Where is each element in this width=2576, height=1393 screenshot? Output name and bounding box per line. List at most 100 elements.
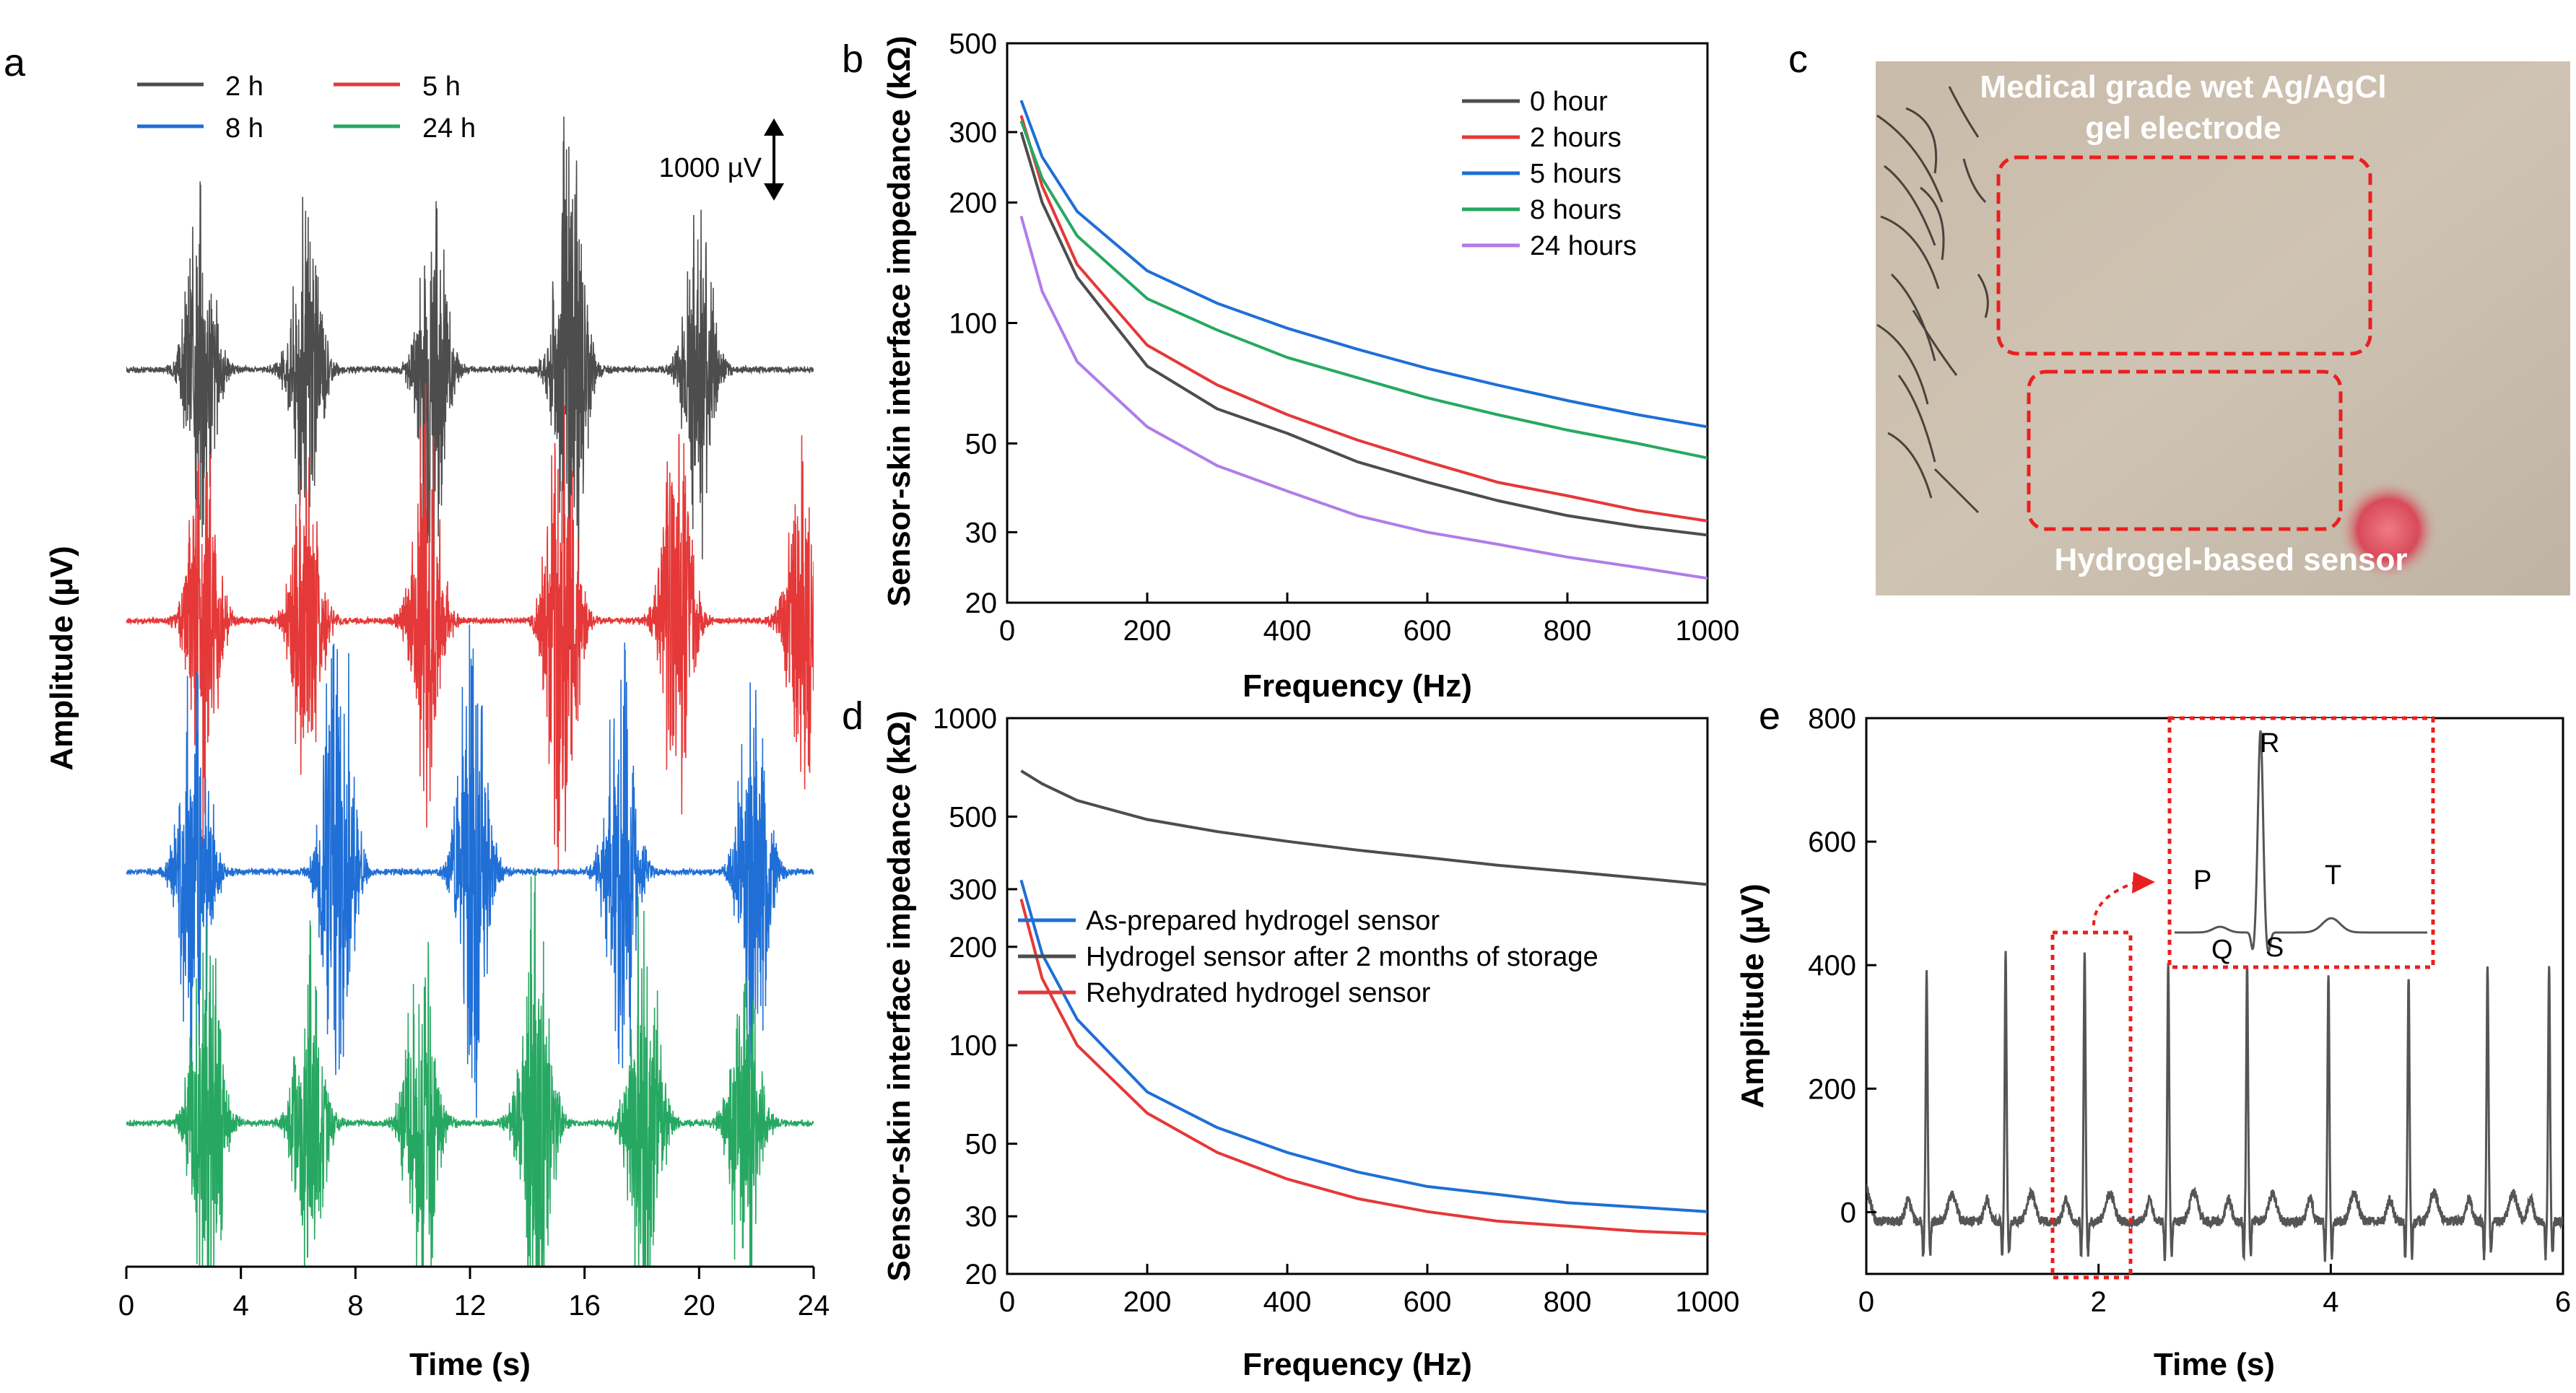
b-ytick-label: 500 bbox=[949, 28, 997, 60]
b-xtick-label: 600 bbox=[1404, 615, 1452, 647]
photo-background bbox=[1876, 61, 2570, 595]
b-ytick-label: 200 bbox=[949, 188, 997, 219]
a-xtick-label: 12 bbox=[454, 1290, 487, 1322]
e-ylabel: Amplitude (µV) bbox=[1735, 883, 1770, 1108]
a-legend-text-24h: 24 h bbox=[422, 113, 476, 144]
e-ytick-label: 200 bbox=[1808, 1073, 1856, 1105]
d-ylabel: Sensor-skin interface impedance (kΩ) bbox=[882, 711, 917, 1282]
wet-electrode-outline bbox=[1996, 155, 2372, 356]
e-inset-arrowhead bbox=[2132, 872, 2155, 894]
b-series-line bbox=[1019, 120, 1707, 460]
d-xtick-label: 800 bbox=[1544, 1286, 1592, 1318]
skin-photo: Medical grade wet Ag/AgCl gel electrode … bbox=[1876, 61, 2570, 595]
b-legend-text: 5 hours bbox=[1530, 159, 1622, 189]
hair-strands bbox=[1876, 86, 1989, 514]
d-ytick-label: 1000 bbox=[933, 703, 997, 735]
a-xlabel: Time (s) bbox=[409, 1347, 531, 1382]
d-xtick-label: 1000 bbox=[1676, 1286, 1740, 1318]
a-xtick-label: 16 bbox=[568, 1290, 601, 1322]
e-xtick-label: 2 bbox=[2091, 1286, 2107, 1318]
e-inset-label-q: Q bbox=[2211, 935, 2233, 965]
e-inset-arrow bbox=[2092, 881, 2138, 926]
b-xtick-label: 800 bbox=[1544, 615, 1592, 647]
e-ytick-label: 0 bbox=[1840, 1197, 1856, 1228]
a-scale-bar: 1000 µV bbox=[659, 118, 784, 201]
a-ylabel: Amplitude (µV) bbox=[44, 546, 79, 770]
b-xtick-label: 1000 bbox=[1676, 615, 1740, 647]
chart-d: 0 200 400 600 800 1000 20 30 50 100 200 300 500 1000… bbox=[882, 703, 1739, 1382]
e-xtick-label: 4 bbox=[2323, 1286, 2338, 1318]
b-ytick-label: 100 bbox=[949, 308, 997, 340]
e-inset-label-s: S bbox=[2266, 933, 2284, 963]
panel-label-e: e bbox=[1759, 694, 1780, 738]
panel-label-b: b bbox=[842, 38, 863, 81]
photo-label-wet-2: gel electrode bbox=[2085, 110, 2281, 146]
a-series-8h bbox=[126, 624, 814, 1118]
panel-label-a: a bbox=[4, 41, 26, 84]
chart-a: 0 4 8 12 16 20 24 Time (s) Amplitude (µV) 2 h … bbox=[44, 71, 830, 1382]
a-series-2h bbox=[126, 116, 814, 650]
b-legend: 0 hour 2 hours 5 hours 8 hours 24 hours bbox=[1462, 87, 1637, 261]
b-legend-text: 8 hours bbox=[1530, 195, 1622, 225]
b-legend-text: 24 hours bbox=[1530, 231, 1637, 261]
a-xtick-label: 20 bbox=[683, 1290, 715, 1322]
d-series-line bbox=[1019, 899, 1707, 1236]
b-series-line bbox=[1019, 131, 1707, 537]
a-scale-bar-label: 1000 µV bbox=[659, 153, 762, 183]
d-xtick-label: 400 bbox=[1263, 1286, 1312, 1318]
d-legend-text: Rehydrated hydrogel sensor bbox=[1086, 978, 1431, 1008]
d-legend: As-prepared hydrogel sensor Hydrogel sens… bbox=[1018, 906, 1598, 1008]
d-ytick-label: 20 bbox=[965, 1259, 998, 1291]
b-series-line bbox=[1019, 100, 1707, 429]
b-ytick-label: 300 bbox=[949, 117, 997, 149]
d-xtick-label: 600 bbox=[1404, 1286, 1452, 1318]
chart-e: 0 2 4 6 0 200 400 600 800 Time (s) Amplitude (µ… bbox=[1735, 703, 2571, 1382]
e-inset-trace bbox=[2175, 730, 2427, 953]
d-ytick-label: 500 bbox=[949, 801, 997, 833]
b-ytick-label: 20 bbox=[965, 588, 998, 619]
e-inset-label-r: R bbox=[2260, 728, 2279, 759]
a-xtick-label: 8 bbox=[347, 1290, 363, 1322]
panel-label-c: c bbox=[1788, 38, 1808, 81]
e-ytick-label: 600 bbox=[1808, 826, 1856, 858]
photo-label-hydrogel: Hydrogel-based sensor bbox=[2054, 542, 2407, 577]
b-xlabel: Frequency (Hz) bbox=[1243, 668, 1472, 704]
d-ytick-label: 100 bbox=[949, 1030, 997, 1062]
d-ytick-label: 300 bbox=[949, 874, 997, 906]
a-series-5h bbox=[126, 383, 814, 873]
d-legend-text: As-prepared hydrogel sensor bbox=[1086, 906, 1440, 936]
e-ytick-label: 400 bbox=[1808, 950, 1856, 982]
b-legend-text: 0 hour bbox=[1530, 87, 1608, 117]
b-ytick-label: 50 bbox=[965, 428, 998, 460]
e-xlabel: Time (s) bbox=[2154, 1347, 2275, 1382]
hydrogel-sensor-outline bbox=[2027, 370, 2343, 531]
b-ytick-label: 30 bbox=[965, 517, 998, 549]
d-series-line bbox=[1019, 879, 1707, 1213]
b-ylabel: Sensor-skin interface impedance (kΩ) bbox=[882, 36, 917, 607]
b-xtick-label: 0 bbox=[999, 615, 1015, 647]
a-legend: 2 h 5 h 8 h 24 h bbox=[137, 71, 476, 144]
a-series-24h bbox=[126, 867, 814, 1267]
photo-label-wet-1: Medical grade wet Ag/AgCl bbox=[1980, 69, 2386, 105]
e-inset-label-t: T bbox=[2325, 860, 2341, 891]
e-inset-label-p: P bbox=[2193, 865, 2211, 896]
a-xtick-label: 0 bbox=[118, 1290, 134, 1322]
b-legend-text: 2 hours bbox=[1530, 123, 1622, 153]
d-ytick-label: 50 bbox=[965, 1129, 998, 1161]
d-xlabel: Frequency (Hz) bbox=[1243, 1347, 1472, 1382]
e-inset-box bbox=[2167, 716, 2435, 969]
chart-b: 0 200 400 600 800 1000 20 30 50 100 200 300 500 Fre… bbox=[882, 28, 1739, 704]
a-legend-text-2h: 2 h bbox=[225, 71, 264, 102]
b-xtick-label: 200 bbox=[1123, 615, 1172, 647]
a-legend-text-5h: 5 h bbox=[422, 71, 461, 102]
a-xtick-label: 4 bbox=[233, 1290, 249, 1322]
b-series-line bbox=[1019, 215, 1707, 580]
b-series-line bbox=[1019, 115, 1707, 523]
e-ytick-label: 800 bbox=[1808, 703, 1856, 735]
b-xtick-label: 400 bbox=[1263, 615, 1312, 647]
a-xtick-label: 24 bbox=[798, 1290, 830, 1322]
d-legend-text: Hydrogel sensor after 2 months of storag… bbox=[1086, 942, 1598, 972]
e-ecg-trace bbox=[1866, 951, 2563, 1262]
skin-mark bbox=[2338, 479, 2439, 580]
